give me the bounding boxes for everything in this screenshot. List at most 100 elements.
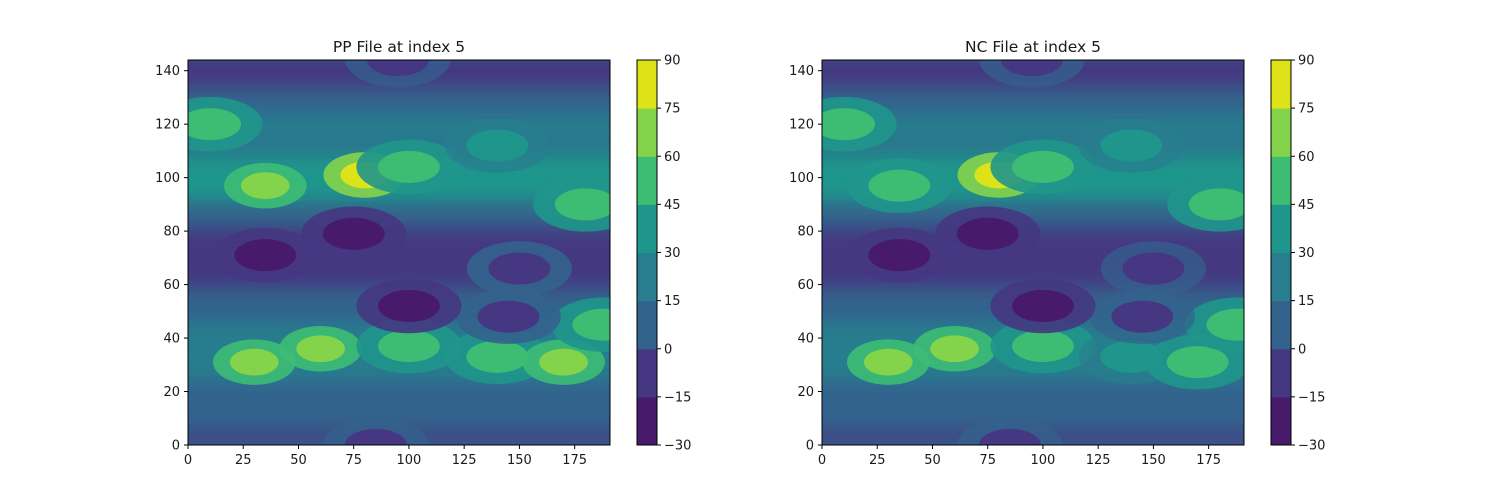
colorbar-tick-label: 45 (1298, 198, 1315, 213)
feature-core (539, 348, 588, 376)
feature-core (868, 239, 931, 272)
colorbar-tick-label: 60 (664, 150, 681, 165)
colorbar: −30 −15 0 15 30 45 60 75 90 (636, 54, 691, 454)
feature-core (188, 108, 242, 141)
x-tick-label: 150 (1141, 453, 1166, 468)
colorbar-tick-label: 15 (1298, 294, 1315, 309)
feature-core (1111, 300, 1174, 333)
feature-core (1012, 330, 1074, 363)
feature-core (1000, 60, 1063, 77)
x-tick-label: 150 (507, 453, 532, 468)
colorbar-segment (1271, 60, 1291, 109)
field-features (822, 60, 1244, 445)
y-tick-label: 60 (797, 278, 814, 293)
colorbar-segment (1271, 252, 1291, 302)
y-tick-label: 20 (163, 385, 180, 400)
x-tick-label: 0 (184, 453, 192, 468)
chart-title: PP File at index 5 (333, 38, 465, 56)
colorbar-tick-label: 15 (664, 294, 681, 309)
feature-core (234, 239, 297, 272)
feature-core (466, 129, 529, 162)
feature-core (378, 150, 440, 183)
colorbar-tick-label: 75 (664, 102, 681, 117)
colorbar-segment (637, 108, 657, 157)
feature-core (378, 289, 440, 323)
contour-field (188, 60, 610, 445)
y-tick-label: 100 (155, 171, 180, 186)
feature-core (296, 335, 345, 363)
colorbar-segment (637, 156, 657, 205)
feature-core (241, 172, 290, 200)
feature-core (344, 428, 407, 445)
x-tick-label: 50 (290, 453, 307, 468)
x-tick-label: 25 (869, 453, 886, 468)
y-tick-label: 80 (163, 225, 180, 240)
x-tick-label: 175 (1196, 453, 1221, 468)
colorbar-tick-label: 75 (1298, 102, 1315, 117)
feature-core (956, 217, 1019, 250)
colorbar-tick-label: 0 (664, 342, 672, 357)
y-tick-label: 0 (806, 439, 814, 454)
y-tick-label: 140 (155, 64, 180, 79)
x-tick-label: 75 (979, 453, 996, 468)
colorbar-tick-label: −15 (664, 390, 691, 405)
x-tick-label: 175 (562, 453, 587, 468)
colorbar: −30 −15 0 15 30 45 60 75 90 (1270, 54, 1325, 454)
chart-title: NC File at index 5 (965, 38, 1101, 56)
y-tick-label: 20 (797, 385, 814, 400)
field-features (188, 60, 610, 445)
colorbar-segment (1271, 396, 1291, 446)
feature-core (978, 428, 1041, 445)
x-tick-label: 125 (452, 453, 477, 468)
contour-panel-nc: NC File at index 5 0 25 50 75 100 125 150 175 0 20… (789, 38, 1325, 468)
feature-core (322, 217, 385, 250)
x-tick-label: 125 (1086, 453, 1111, 468)
feature-core (868, 169, 931, 202)
feature-core (1012, 150, 1074, 183)
axes-frame (821, 59, 1245, 446)
x-tick-label: 75 (345, 453, 362, 468)
y-tick-label: 0 (172, 439, 180, 454)
colorbar-segment (637, 348, 657, 398)
feature-core (366, 60, 429, 77)
y-tick-label: 60 (163, 278, 180, 293)
feature-core (477, 300, 540, 333)
y-tick-label: 40 (163, 332, 180, 347)
feature-core (930, 335, 979, 363)
colorbar-tick-label: 90 (1298, 54, 1315, 69)
colorbar-segment (637, 252, 657, 302)
colorbar-segment (1271, 300, 1291, 350)
colorbar-segment (1271, 204, 1291, 253)
x-tick-label: 50 (924, 453, 941, 468)
colorbar-segment (1271, 156, 1291, 205)
contour-field (822, 60, 1244, 445)
colorbar-segment (637, 396, 657, 446)
colorbar-tick-label: −30 (664, 439, 691, 454)
colorbar-segment (637, 204, 657, 253)
axes-frame (187, 59, 611, 446)
feature-core (1122, 252, 1185, 285)
y-tick-label: 140 (789, 64, 814, 79)
x-tick-label: 100 (1031, 453, 1056, 468)
colorbar-tick-label: 30 (1298, 246, 1315, 261)
colorbar-tick-label: 30 (664, 246, 681, 261)
y-tick-label: 40 (797, 332, 814, 347)
feature-core (1100, 129, 1163, 162)
colorbar-segment (1271, 108, 1291, 157)
x-tick-label: 100 (397, 453, 422, 468)
feature-core (554, 188, 610, 221)
colorbar-segment (1271, 348, 1291, 398)
y-tick-label: 120 (789, 118, 814, 133)
y-tick-label: 100 (789, 171, 814, 186)
feature-core (1166, 346, 1229, 379)
colorbar-tick-label: 0 (1298, 342, 1306, 357)
feature-core (1206, 308, 1244, 341)
colorbar-tick-label: −30 (1298, 439, 1325, 454)
colorbar-tick-label: 45 (664, 198, 681, 213)
feature-core (1188, 188, 1244, 221)
feature-core (229, 348, 279, 376)
feature-core (863, 348, 913, 376)
feature-core (572, 308, 610, 341)
feature-core (488, 252, 551, 285)
